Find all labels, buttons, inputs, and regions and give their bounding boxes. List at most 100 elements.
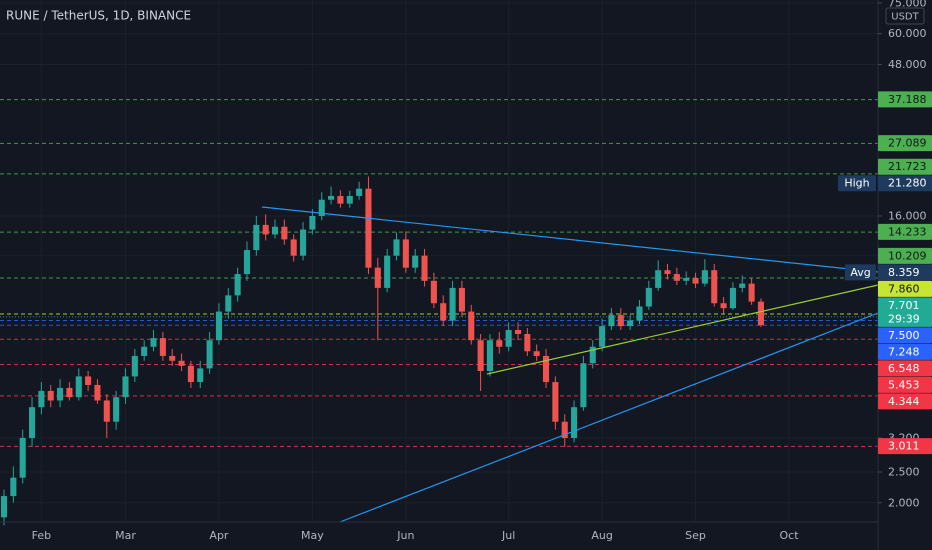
candle-body xyxy=(243,250,251,275)
price-label-box xyxy=(878,360,932,377)
candle-body xyxy=(552,382,559,422)
chart-title: RUNE / TetherUS, 1D, BINANCE xyxy=(6,9,191,23)
price-label: 37.188 xyxy=(888,93,927,106)
x-tick-label: May xyxy=(301,529,324,542)
currency: USDT xyxy=(891,12,919,23)
candle-body xyxy=(496,340,503,347)
candle-body xyxy=(589,346,596,364)
candle-body xyxy=(28,407,36,438)
price-label-box xyxy=(878,264,932,281)
candle-body xyxy=(580,363,587,408)
candle-body xyxy=(225,295,232,312)
candle-body xyxy=(402,239,409,268)
candle-body xyxy=(234,274,241,296)
price-label: 7.860 xyxy=(888,282,920,295)
candle-body xyxy=(384,255,391,288)
price-label-box xyxy=(878,175,932,192)
price-label: 5.453 xyxy=(888,378,920,391)
candle-body xyxy=(636,306,643,321)
price-label-box xyxy=(878,135,932,152)
candle-body xyxy=(47,390,54,401)
candle-body xyxy=(729,287,736,309)
candle-body xyxy=(337,195,344,204)
candle-body xyxy=(664,270,671,275)
y-tick-label: 48.000 xyxy=(888,58,927,71)
y-tick-label: 2.000 xyxy=(888,496,920,509)
candle-body xyxy=(0,496,8,518)
x-tick-label: Jun xyxy=(396,529,414,542)
candle-body xyxy=(645,287,652,307)
price-label-box xyxy=(878,158,932,175)
price-label-box xyxy=(878,343,932,360)
candle-body xyxy=(468,311,475,341)
candle-body xyxy=(374,267,381,288)
candle-body xyxy=(19,437,26,478)
candle-body xyxy=(458,287,465,312)
candle-body xyxy=(701,270,708,284)
candle-body xyxy=(599,326,606,347)
candle-body xyxy=(318,199,325,216)
candle-body xyxy=(421,255,428,281)
price-label: 14.233 xyxy=(888,225,927,238)
candle-body xyxy=(542,355,550,383)
candle-body xyxy=(524,334,531,352)
price-label: 6.548 xyxy=(888,362,920,375)
candle-body xyxy=(271,226,279,235)
price-label: 8.359 xyxy=(888,266,920,279)
candle-body xyxy=(159,338,166,356)
candle-body xyxy=(85,376,92,385)
price-tag: High xyxy=(844,177,869,190)
candle-body xyxy=(571,407,578,438)
candle-body xyxy=(169,355,176,361)
price-label-box xyxy=(878,223,932,240)
candle-body xyxy=(739,283,746,288)
candle-body xyxy=(711,270,718,304)
candle-body xyxy=(365,188,372,268)
x-tick-label: Sep xyxy=(685,529,706,542)
candle-body xyxy=(533,351,540,356)
candle-body xyxy=(290,239,297,256)
x-tick-label: Apr xyxy=(209,529,229,542)
candle-body xyxy=(757,301,765,326)
candle-body xyxy=(617,315,624,327)
candle-body xyxy=(440,303,447,321)
candle-body xyxy=(215,311,222,341)
candle-body xyxy=(281,226,288,240)
candle-body xyxy=(94,384,101,401)
y-tick-label: 60.000 xyxy=(888,27,927,40)
candle-body xyxy=(178,360,185,366)
candle-body xyxy=(356,188,363,196)
countdown: 29:39 xyxy=(888,312,920,325)
candle-body xyxy=(608,315,615,327)
candle-body xyxy=(141,346,148,356)
candle-body xyxy=(505,330,512,347)
candle-body xyxy=(514,330,522,335)
candle-body xyxy=(150,338,157,347)
y-tick-label: 75.000 xyxy=(888,0,927,9)
price-label: 21.723 xyxy=(888,160,927,173)
price-label-box xyxy=(878,280,932,297)
candle-body xyxy=(122,376,129,398)
currency-box xyxy=(885,7,925,25)
x-tick-label: Feb xyxy=(32,529,51,542)
candle-body xyxy=(720,303,727,309)
candle-body xyxy=(57,387,64,401)
candle-body xyxy=(10,477,17,497)
candle-body xyxy=(673,274,680,281)
trend-line xyxy=(339,312,879,523)
candle-body xyxy=(346,195,353,204)
price-label: 21.280 xyxy=(888,177,927,190)
price-tag-box xyxy=(845,264,876,281)
trend-line xyxy=(261,206,879,273)
candle-body xyxy=(449,287,456,321)
x-tick-label: Aug xyxy=(591,529,612,542)
candle-body xyxy=(187,365,194,383)
candle-body xyxy=(561,421,568,438)
candle-body xyxy=(393,239,400,256)
price-label: 4.344 xyxy=(888,395,920,408)
candle-body xyxy=(206,340,213,369)
price-label-box xyxy=(878,91,932,108)
price-label: 7.701 xyxy=(888,299,920,312)
